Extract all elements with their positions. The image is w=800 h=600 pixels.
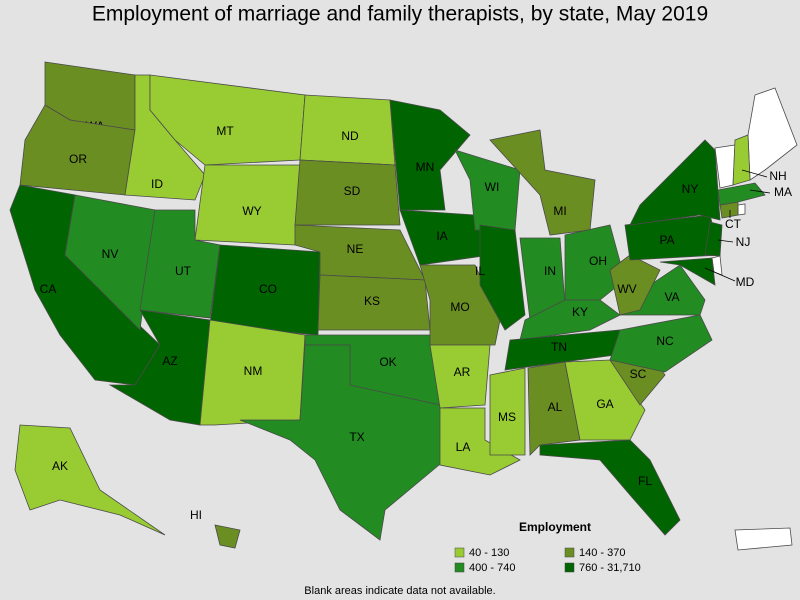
state [479,224,526,331]
state-label: IN [544,264,556,278]
state-label: LA [456,440,471,454]
state-label: FL [638,474,652,488]
legend-swatch [564,562,575,573]
state-label: WV [617,282,636,296]
state [429,344,491,409]
state [439,407,521,476]
map-title: Employment of marriage and family therap… [92,3,708,26]
state-label: NV [102,247,119,261]
state-label: NJ [736,235,751,249]
state-label: WY [242,204,261,218]
legend-label: 140 - 370 [579,547,625,559]
legend-label: 760 - 31,710 [579,562,641,574]
state [564,224,626,301]
state [629,139,721,226]
state-label: GA [596,397,613,411]
state [294,159,401,226]
state-label: UT [175,264,192,278]
state-label: CO [259,282,277,296]
state-label: CT [725,217,742,231]
state-label: MI [553,204,566,218]
state-label: AL [548,400,563,414]
callout-line [717,239,734,243]
callout-line [704,267,736,282]
state [609,254,661,316]
state-label: KS [364,294,380,308]
state-label: PA [659,233,674,247]
state [489,367,526,456]
state-label: TN [551,340,567,354]
legend-label: 40 - 130 [469,547,509,559]
state-blank [737,203,746,216]
state-label: NE [347,242,364,256]
state [717,182,766,206]
state [14,424,166,536]
states: WAORCANVIDMTWYUTCOAZNMNDSDNEKSOKTXMNIAMO… [9,61,792,549]
callout-line [741,169,768,178]
state-label: NH [769,169,786,183]
state-label: ND [341,129,359,143]
legend-label: 400 - 740 [469,562,515,574]
state-label: SD [344,184,361,198]
state-label: NM [244,364,263,378]
state-label: MO [450,300,469,314]
state-label: KY [572,305,588,319]
state-label: VA [664,290,679,304]
state [609,314,713,373]
state-label: OK [379,355,396,369]
callout-line [749,189,771,194]
state-label: ID [151,177,163,191]
legend-swatch [454,547,465,558]
state-label: SC [630,367,647,381]
territory-blank [734,527,793,551]
state [704,221,723,257]
state [527,361,581,456]
state-label: IA [436,229,447,243]
legend-swatch [564,547,575,558]
state [64,194,156,331]
state [539,439,681,536]
state-label: HI [190,508,202,522]
state-label: MT [216,124,234,138]
state [239,344,446,541]
state-label: MS [498,410,516,424]
state-label: MD [736,275,755,289]
footnote: Blank areas indicate data not available. [304,585,495,597]
legend-title: Employment [519,520,591,534]
state-label: TX [349,430,364,444]
state-label: AR [454,365,471,379]
state [564,359,646,441]
state-label: AK [52,459,68,473]
state [489,129,596,236]
legend-swatch [454,562,465,573]
state-label: MN [416,160,435,174]
state-label: NC [656,334,674,348]
state [214,524,241,549]
state-label: OR [69,152,87,166]
state-label: AZ [162,354,177,368]
state-label: IL [475,264,485,278]
state-label: WI [485,180,500,194]
state-label: NY [682,182,699,196]
state [659,257,716,286]
state [732,134,751,186]
legend: Employment 40 - 130 140 - 370 400 - 740 760… [454,520,641,574]
state-label: CA [40,282,57,296]
state-label: MA [774,185,792,199]
state-label: OH [589,254,607,268]
